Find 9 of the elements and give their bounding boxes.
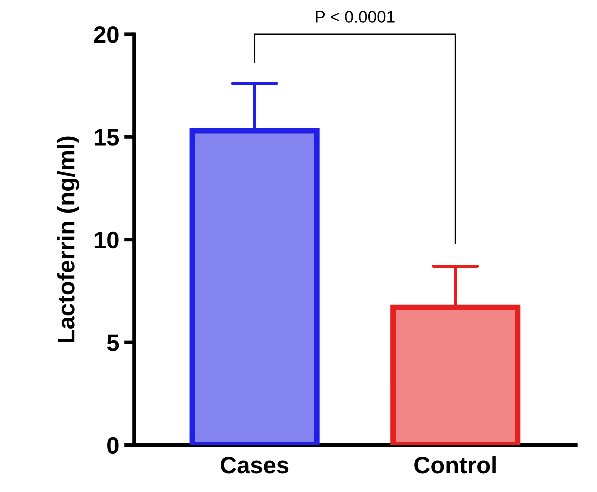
y-tick-label: 20 xyxy=(94,26,119,44)
y-tick-label: 5 xyxy=(107,334,120,352)
y-tick-label: 0 xyxy=(108,437,119,454)
x-tick-label: Control xyxy=(414,456,496,474)
x-tick-label: Cases xyxy=(220,456,289,474)
y-tick-label: 10 xyxy=(94,232,119,249)
y-axis-title: Lactoferrin (ng/ml) xyxy=(57,136,80,343)
y-tick-label: 15 xyxy=(94,129,120,146)
text: P < 0.0001 xyxy=(316,11,395,23)
